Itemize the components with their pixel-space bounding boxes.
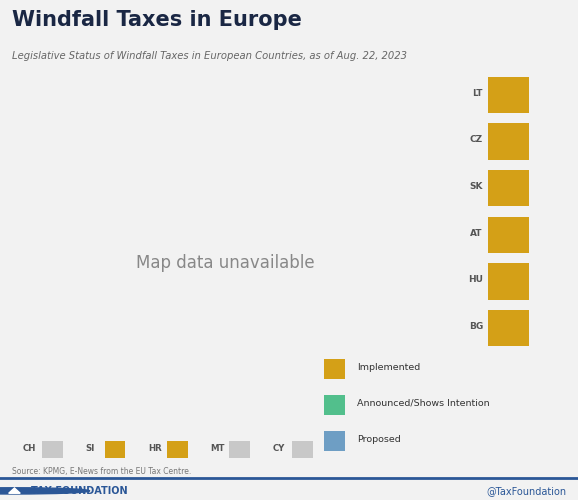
FancyBboxPatch shape — [488, 216, 529, 253]
FancyBboxPatch shape — [292, 440, 313, 458]
Text: CZ: CZ — [470, 136, 483, 144]
Text: HU: HU — [468, 276, 483, 284]
Text: @TaxFoundation: @TaxFoundation — [486, 486, 566, 496]
Text: Map data unavailable: Map data unavailable — [136, 254, 315, 272]
Text: BG: BG — [469, 322, 483, 331]
Text: TAX FOUNDATION: TAX FOUNDATION — [31, 486, 127, 496]
Text: SK: SK — [469, 182, 483, 191]
Text: SI: SI — [86, 444, 95, 452]
Text: Announced/Shows Intention: Announced/Shows Intention — [357, 399, 490, 408]
FancyBboxPatch shape — [488, 123, 529, 160]
FancyBboxPatch shape — [488, 170, 529, 206]
FancyBboxPatch shape — [229, 440, 250, 458]
Text: CH: CH — [23, 444, 36, 452]
Text: Legislative Status of Windfall Taxes in European Countries, as of Aug. 22, 2023: Legislative Status of Windfall Taxes in … — [12, 50, 406, 60]
FancyBboxPatch shape — [105, 440, 125, 458]
Polygon shape — [9, 488, 20, 494]
FancyBboxPatch shape — [488, 263, 529, 300]
FancyBboxPatch shape — [488, 310, 529, 346]
Circle shape — [0, 488, 90, 494]
Text: AT: AT — [470, 229, 483, 238]
FancyBboxPatch shape — [167, 440, 188, 458]
Text: HR: HR — [148, 444, 162, 452]
FancyBboxPatch shape — [42, 440, 63, 458]
Text: Implemented: Implemented — [357, 363, 420, 372]
FancyBboxPatch shape — [324, 358, 345, 378]
Text: CY: CY — [273, 444, 285, 452]
Text: MT: MT — [210, 444, 225, 452]
FancyBboxPatch shape — [324, 394, 345, 414]
Text: Windfall Taxes in Europe: Windfall Taxes in Europe — [12, 10, 302, 30]
FancyBboxPatch shape — [324, 430, 345, 450]
Text: LT: LT — [472, 89, 483, 98]
Text: Proposed: Proposed — [357, 435, 401, 444]
FancyBboxPatch shape — [488, 76, 529, 113]
Text: Source: KPMG, E-News from the EU Tax Centre.: Source: KPMG, E-News from the EU Tax Cen… — [12, 467, 191, 476]
